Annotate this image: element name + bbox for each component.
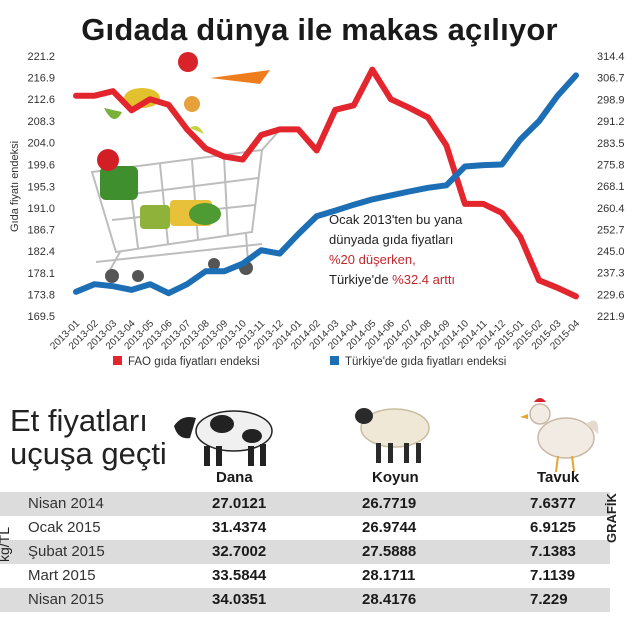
left-axis-tick-label: 195.3 bbox=[27, 181, 55, 193]
price-koyun: 26.9744 bbox=[362, 519, 417, 536]
right-axis-tick-label: 298.9 bbox=[597, 95, 625, 107]
price-koyun: 26.7719 bbox=[362, 495, 417, 512]
right-axis-tick-label: 283.5 bbox=[597, 138, 625, 150]
left-axis-tick-label: 212.6 bbox=[27, 94, 55, 106]
legend-label-fao: FAO gıda fiyatları endeksi bbox=[128, 356, 260, 368]
price-dana: 33.5844 bbox=[212, 567, 267, 584]
grocery-cart-illustration bbox=[90, 52, 279, 283]
brand-logo: GRAFİK bbox=[604, 493, 619, 543]
left-axis-tick-label: 221.2 bbox=[27, 51, 55, 63]
annotation-line-2: dünyada gıda fiyatları bbox=[329, 232, 453, 247]
left-axis-tick-label: 186.7 bbox=[27, 225, 55, 237]
annotation-line-4a: Türkiye'de bbox=[329, 272, 392, 287]
meat-title-line-2: uçuşa geçti bbox=[10, 436, 167, 471]
left-axis-tick-label: 199.6 bbox=[27, 160, 55, 172]
table-row: Nisan 2015 34.0351 28.4176 7.229 bbox=[0, 588, 610, 612]
price-dana: 31.4374 bbox=[212, 519, 267, 536]
page-title: Gıdada dünya ile makas açılıyor bbox=[81, 12, 558, 47]
left-axis-tick-label: 173.8 bbox=[27, 289, 55, 301]
right-axis-tick-label: 252.7 bbox=[597, 224, 625, 236]
price-tavuk: 7.229 bbox=[530, 591, 568, 608]
meat-prices-title: Et fiyatları uçuşa geçti bbox=[10, 404, 210, 470]
table-row: Mart 2015 33.5844 28.1711 7.1139 bbox=[0, 564, 610, 588]
left-axis-tick-label: 191.0 bbox=[27, 203, 55, 215]
price-tavuk: 7.1139 bbox=[530, 567, 576, 584]
price-koyun: 28.4176 bbox=[362, 591, 417, 608]
meat-title-line-1: Et fiyatları bbox=[10, 403, 148, 438]
turkey-series-line bbox=[73, 72, 579, 297]
price-dana: 34.0351 bbox=[212, 591, 267, 608]
right-axis-tick-label: 306.7 bbox=[597, 73, 625, 85]
column-header-tavuk: Tavuk bbox=[537, 469, 580, 486]
left-axis-tick-label: 178.1 bbox=[27, 268, 55, 280]
price-koyun: 27.5888 bbox=[362, 543, 417, 560]
line-chart: 221.2 216.9 212.6 208.3 204.0 199.6 195.3 191.0… bbox=[9, 51, 625, 368]
chart-legend: FAO gıda fiyatları endeksi Türkiye'de gı… bbox=[113, 356, 506, 368]
right-axis-tick-label: 245.0 bbox=[597, 246, 625, 258]
left-axis-tick-label: 216.9 bbox=[27, 73, 55, 85]
chicken-icon bbox=[520, 398, 599, 473]
column-header-dana: Dana bbox=[216, 469, 253, 486]
price-tavuk: 6.9125 bbox=[530, 519, 576, 536]
chart-series bbox=[73, 66, 579, 300]
price-tavuk: 7.1383 bbox=[530, 543, 576, 560]
row-label: Mart 2015 bbox=[28, 567, 96, 584]
row-label: Nisan 2014 bbox=[28, 495, 104, 512]
left-axis-tick-label: 204.0 bbox=[27, 137, 55, 149]
unit-label: kg/TL bbox=[0, 526, 12, 562]
row-label: Ocak 2015 bbox=[28, 519, 101, 536]
chart-annotation: Ocak 2013'ten bu yana dünyada gıda fiyat… bbox=[329, 212, 463, 287]
annotation-line-3: %20 düşerken, bbox=[329, 252, 416, 267]
price-koyun: 28.1711 bbox=[362, 567, 416, 584]
legend-swatch-fao bbox=[113, 356, 122, 365]
price-dana: 32.7002 bbox=[212, 543, 267, 560]
column-header-koyun: Koyun bbox=[372, 469, 419, 486]
table-row: Nisan 2014 27.0121 26.7719 7.6377 bbox=[0, 492, 610, 516]
price-dana: 27.0121 bbox=[212, 495, 267, 512]
right-axis-tick-label: 275.8 bbox=[597, 159, 625, 171]
y-axis-title: Gıda fiyatı endeksi bbox=[9, 141, 21, 232]
left-axis-tick-label: 182.4 bbox=[27, 246, 55, 258]
right-axis-tick-label: 221.9 bbox=[597, 311, 625, 323]
price-tavuk: 7.6377 bbox=[530, 495, 576, 512]
row-label: Nisan 2015 bbox=[28, 591, 104, 608]
right-axis-tick-label: 314.4 bbox=[597, 51, 625, 63]
annotation-line-4b: %32.4 arttı bbox=[392, 272, 455, 287]
right-axis-tick-label: 260.4 bbox=[597, 203, 625, 215]
right-axis-tick-label: 229.6 bbox=[597, 289, 625, 301]
left-axis-tick-label: 208.3 bbox=[27, 116, 55, 128]
row-label: Şubat 2015 bbox=[28, 543, 105, 560]
cow-icon bbox=[174, 410, 273, 466]
legend-label-turkey: Türkiye'de gıda fiyatları endeksi bbox=[345, 356, 506, 368]
right-axis-tick-label: 291.2 bbox=[597, 116, 625, 128]
table-row: Şubat 2015 32.7002 27.5888 7.1383 bbox=[0, 540, 610, 564]
annotation-line-1: Ocak 2013'ten bu yana bbox=[329, 212, 463, 227]
fao-series-line bbox=[73, 66, 579, 300]
left-axis-tick-label: 169.5 bbox=[27, 311, 55, 323]
sheep-icon bbox=[355, 408, 430, 463]
table-row: Ocak 2015 31.4374 26.9744 6.9125 bbox=[0, 516, 610, 540]
right-axis-tick-label: 237.3 bbox=[597, 268, 625, 280]
legend-swatch-turkey bbox=[330, 356, 339, 365]
animal-illustrations bbox=[174, 398, 599, 473]
annotation-line-4: Türkiye'de %32.4 arttı bbox=[329, 272, 455, 287]
right-axis-tick-label: 268.1 bbox=[597, 181, 625, 193]
